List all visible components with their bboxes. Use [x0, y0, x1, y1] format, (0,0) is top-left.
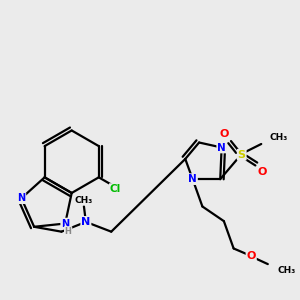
- Text: N: N: [17, 193, 26, 203]
- Text: N: N: [188, 174, 197, 184]
- Text: O: O: [257, 167, 267, 177]
- Text: CH₃: CH₃: [269, 133, 287, 142]
- Text: S: S: [238, 150, 246, 160]
- Text: O: O: [247, 251, 256, 261]
- Text: Cl: Cl: [110, 184, 121, 194]
- Text: CH₃: CH₃: [75, 196, 93, 205]
- Text: N: N: [217, 142, 226, 152]
- Text: O: O: [220, 129, 229, 139]
- Text: N: N: [81, 217, 91, 227]
- Text: H: H: [65, 227, 72, 236]
- Text: N: N: [61, 218, 69, 229]
- Text: CH₃: CH₃: [278, 266, 296, 275]
